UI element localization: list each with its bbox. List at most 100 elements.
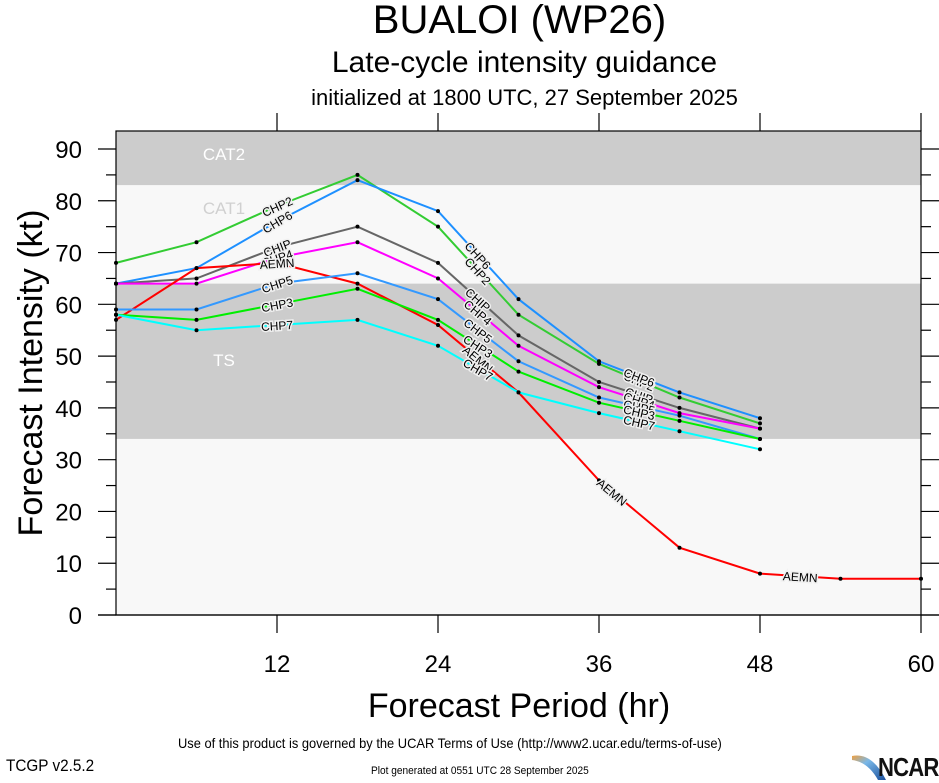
data-point-chip (597, 380, 601, 384)
data-point-chp2 (758, 421, 762, 426)
ncar-logo: NCAR (852, 750, 939, 782)
data-point-chp4 (597, 385, 601, 390)
data-point-aemn (194, 266, 199, 271)
data-point-chip (436, 260, 440, 265)
data-point-aemn (677, 545, 682, 550)
data-point-chp7 (516, 390, 521, 395)
data-point-chp3 (275, 302, 279, 307)
data-point-chp6 (597, 359, 601, 364)
data-point-chp2 (114, 260, 118, 265)
series-label-chp7: CHP7 (259, 316, 295, 335)
y-axis-label: Forecast Intensity (kt) (12, 210, 50, 537)
data-point-aemn (758, 571, 762, 576)
chart-title: BUALOI (WP26) (372, 0, 667, 42)
data-point-chp2 (194, 240, 199, 245)
data-point-chp6 (677, 390, 682, 395)
data-point-chp4 (275, 255, 279, 260)
data-point-chp3 (677, 418, 682, 423)
series-label-text: CHP7 (261, 318, 294, 334)
data-point-chp2 (436, 224, 440, 229)
data-point-aemn (355, 281, 360, 286)
y-tick-label: 40 (55, 396, 82, 423)
data-point-chp4 (436, 276, 440, 281)
data-point-chp7 (114, 312, 118, 317)
x-tick-label: 36 (586, 651, 613, 678)
band-label-ts: TS (213, 351, 235, 370)
data-point-chp6 (355, 178, 360, 183)
data-point-chp7 (194, 328, 199, 333)
x-axis-label: Forecast Period (hr) (368, 687, 670, 725)
x-tick-label: 60 (908, 651, 935, 678)
data-point-chp5 (114, 307, 118, 312)
data-point-chp5 (516, 359, 521, 364)
data-point-chp2 (355, 172, 360, 177)
data-point-chp7 (597, 411, 601, 416)
data-point-chip (355, 224, 360, 229)
y-tick-label: 80 (55, 189, 82, 216)
data-point-aemn (597, 478, 601, 483)
data-point-chp6 (758, 416, 762, 421)
band-label-cat1: CAT1 (203, 199, 245, 218)
data-point-chip (194, 276, 199, 281)
band-below-ts (116, 438, 921, 615)
data-point-chp3 (597, 400, 601, 405)
y-tick-label: 60 (55, 292, 82, 319)
data-point-chp3 (758, 436, 762, 441)
y-tick-label: 10 (55, 551, 82, 578)
series-label-text: AEMN (259, 256, 295, 272)
data-point-aemn (919, 576, 923, 581)
data-point-chip (275, 245, 279, 250)
data-point-chp2 (677, 395, 682, 400)
data-point-chp5 (597, 395, 601, 400)
data-point-chp3 (355, 286, 360, 291)
data-point-chp4 (758, 426, 762, 431)
version-label: TCGP v2.5.2 (6, 756, 95, 775)
data-point-chip (677, 405, 682, 410)
data-point-chp7 (677, 429, 682, 434)
y-tick-label: 30 (55, 448, 82, 475)
ncar-swoosh-icon (852, 755, 886, 780)
data-point-chp3 (516, 369, 521, 374)
data-point-chp4 (516, 343, 521, 348)
y-tick-label: 0 (69, 603, 82, 630)
data-point-chp3 (194, 317, 199, 322)
data-point-chp7 (275, 323, 279, 328)
data-point-chp5 (677, 413, 682, 418)
series-label-aemn: AEMN (258, 254, 297, 273)
band-cat2 (116, 131, 921, 186)
series-label-aemn: AEMN (781, 568, 820, 587)
data-point-chp6 (436, 209, 440, 214)
data-point-chp2 (275, 203, 279, 208)
data-point-chp7 (758, 447, 762, 452)
data-point-chp7 (436, 343, 440, 348)
data-point-chp7 (355, 317, 360, 322)
series-label-text: AEMN (782, 569, 818, 585)
chart-subtitle: Late-cycle intensity guidance (331, 46, 718, 79)
data-point-chp3 (436, 317, 440, 322)
data-point-chp4 (114, 281, 118, 286)
data-point-chp6 (275, 219, 279, 224)
generated-timestamp: Plot generated at 0551 UTC 28 September … (371, 765, 589, 777)
y-tick-label: 20 (55, 499, 82, 526)
y-tick-label: 90 (55, 137, 82, 164)
data-point-aemn (838, 576, 843, 581)
band-label-cat2: CAT2 (203, 145, 245, 164)
data-point-chp2 (516, 312, 521, 317)
data-point-aemn (436, 323, 440, 328)
data-point-aemn (275, 260, 279, 265)
x-tick-label: 12 (264, 651, 291, 678)
data-point-aemn (114, 317, 118, 322)
data-point-chp5 (194, 307, 199, 312)
data-point-chp5 (436, 297, 440, 302)
data-point-chp5 (355, 271, 360, 276)
x-tick-label: 24 (425, 651, 452, 678)
data-point-chip (516, 333, 521, 338)
terms-of-use-notice: Use of this product is governed by the U… (178, 735, 722, 751)
y-tick-label: 70 (55, 241, 82, 268)
data-point-chp6 (516, 297, 521, 302)
x-tick-label: 48 (747, 651, 774, 678)
init-time: initialized at 1800 UTC, 27 September 20… (311, 85, 738, 110)
y-tick-label: 50 (55, 344, 82, 371)
data-point-chp4 (194, 281, 199, 286)
